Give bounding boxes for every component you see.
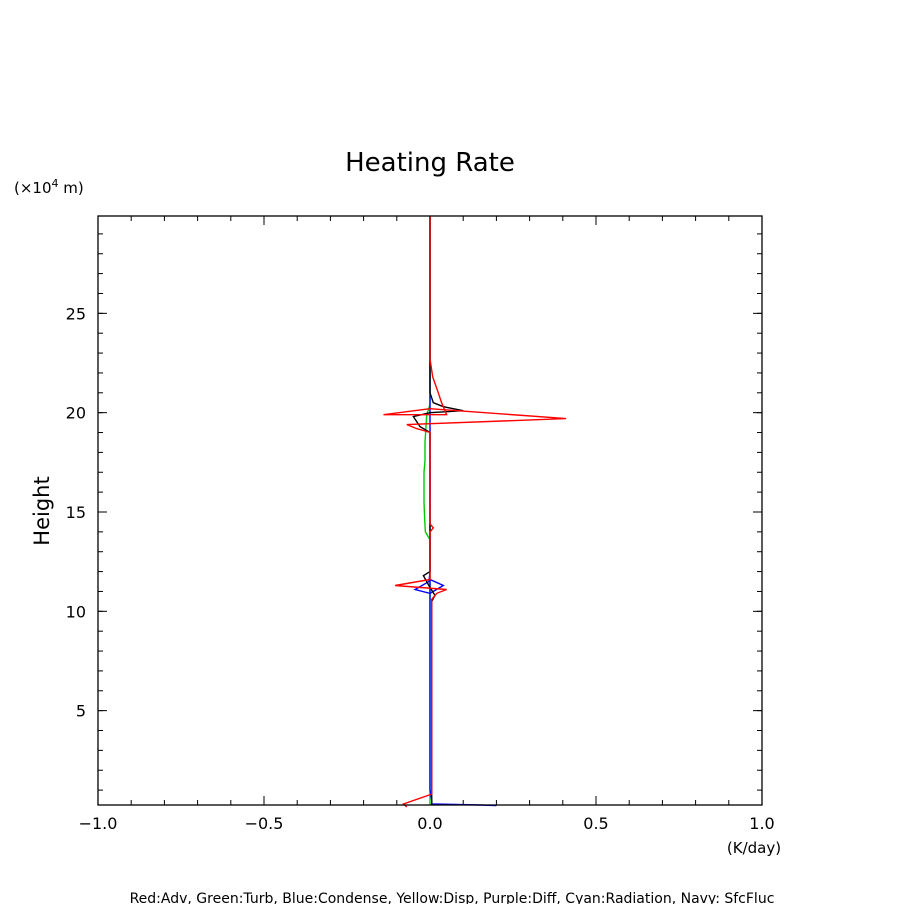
series-line-3 [383,216,567,808]
x-tick-label: −1.0 [79,814,118,833]
y-axis-label: Height [30,476,54,545]
x-tick-labels: −1.0 −0.5 0.0 0.5 1.0 [79,814,775,833]
series-line-0 [423,216,431,805]
y-tick-label: 10 [66,602,86,621]
y-tick-labels: 5 10 15 20 25 [66,304,86,720]
series-line-1 [413,216,497,807]
y-tick-label: 5 [76,702,86,721]
y-unit-exponent: 4 [52,177,59,190]
chart-title: Heating Rate [345,148,515,178]
x-tick-label: 0.5 [583,814,608,833]
y-tick-label: 25 [66,304,86,323]
y-unit-suffix: m) [59,179,84,197]
y-tick-label: 20 [66,404,86,423]
plot-frame [97,215,763,806]
x-tick-label: 1.0 [749,814,774,833]
y-unit-prefix: (×10 [14,179,52,197]
y-tick-label: 15 [66,503,86,522]
y-unit-label: (×104 m) [14,177,84,197]
x-axis-label: (K/day) [727,839,781,857]
x-tick-label: −0.5 [245,814,284,833]
series-line-2 [412,216,464,805]
series-lines [383,216,567,808]
x-tick-label: 0.0 [417,814,442,833]
legend-footnote: Red:Adv, Green:Turb, Blue:Condense, Yell… [130,891,775,904]
